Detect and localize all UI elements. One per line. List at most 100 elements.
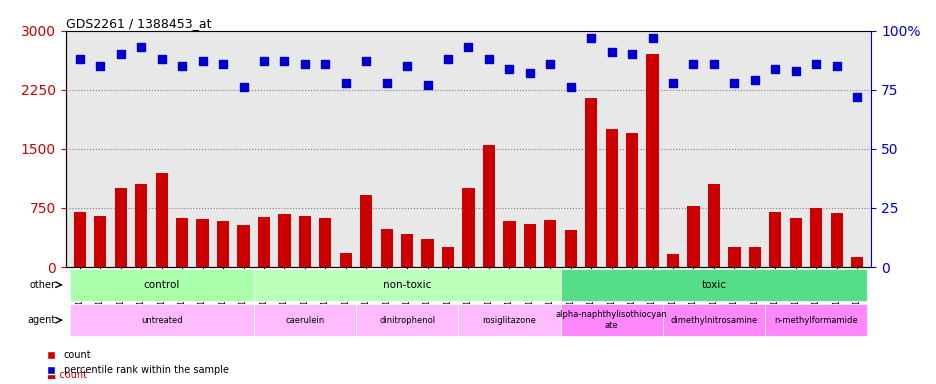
Text: control: control — [143, 280, 180, 290]
Point — [542, 61, 557, 67]
Bar — [319, 218, 331, 267]
Bar — [461, 188, 475, 267]
Text: other: other — [29, 280, 55, 290]
Bar — [687, 206, 699, 267]
Point — [338, 79, 353, 86]
Point — [665, 79, 680, 86]
Point — [256, 58, 271, 65]
Point — [134, 44, 149, 50]
Text: agent: agent — [27, 315, 55, 325]
Bar — [380, 229, 392, 267]
Point — [767, 65, 782, 71]
Point — [93, 63, 108, 69]
Bar — [789, 218, 801, 267]
Text: toxic: toxic — [701, 280, 725, 290]
Text: alpha-naphthylisothiocyan
ate: alpha-naphthylisothiocyan ate — [555, 311, 666, 330]
Text: rosiglitazone: rosiglitazone — [482, 316, 535, 325]
FancyBboxPatch shape — [560, 269, 867, 301]
Legend: count, percentile rank within the sample: count, percentile rank within the sample — [42, 346, 232, 379]
Bar — [523, 224, 535, 267]
Text: non-toxic: non-toxic — [383, 280, 431, 290]
Point — [583, 35, 598, 41]
FancyBboxPatch shape — [69, 269, 254, 301]
Bar — [339, 253, 352, 267]
FancyBboxPatch shape — [254, 304, 356, 336]
Text: caerulein: caerulein — [285, 316, 324, 325]
Bar — [74, 212, 86, 267]
Bar — [748, 247, 760, 267]
Point — [113, 51, 128, 58]
Bar — [442, 247, 454, 267]
Point — [419, 82, 434, 88]
FancyBboxPatch shape — [356, 304, 458, 336]
Point — [358, 58, 373, 65]
Bar — [114, 188, 126, 267]
Point — [808, 61, 823, 67]
Bar — [503, 220, 515, 267]
Point — [706, 61, 721, 67]
Point — [685, 61, 700, 67]
Bar — [155, 172, 168, 267]
Bar — [564, 230, 577, 267]
Bar — [666, 254, 679, 267]
Point — [502, 65, 517, 71]
FancyBboxPatch shape — [560, 304, 662, 336]
Bar — [176, 218, 188, 267]
Point — [297, 61, 312, 67]
Point — [726, 79, 741, 86]
Point — [215, 61, 230, 67]
Bar — [829, 214, 841, 267]
Point — [828, 63, 843, 69]
Point — [521, 70, 536, 76]
Text: dimethylnitrosamine: dimethylnitrosamine — [669, 316, 756, 325]
Point — [644, 35, 659, 41]
Bar — [237, 225, 249, 267]
Point — [849, 94, 864, 100]
Bar — [257, 217, 270, 267]
Bar — [605, 129, 617, 267]
FancyBboxPatch shape — [662, 304, 764, 336]
Bar — [482, 145, 494, 267]
Bar — [584, 98, 597, 267]
Bar — [217, 220, 229, 267]
FancyBboxPatch shape — [764, 304, 867, 336]
Point — [195, 58, 210, 65]
Bar — [646, 55, 658, 267]
Point — [379, 79, 394, 86]
Text: GDS2261 / 1388453_at: GDS2261 / 1388453_at — [66, 17, 211, 30]
FancyBboxPatch shape — [458, 304, 560, 336]
Text: dinitrophenol: dinitrophenol — [379, 316, 434, 325]
Point — [563, 84, 578, 91]
Bar — [299, 216, 311, 267]
Bar — [421, 239, 433, 267]
Bar — [625, 133, 637, 267]
Point — [72, 56, 87, 62]
Point — [604, 49, 619, 55]
Bar — [707, 184, 719, 267]
Bar — [278, 214, 290, 267]
Bar — [197, 219, 209, 267]
Bar — [768, 212, 781, 267]
Point — [317, 61, 332, 67]
Point — [440, 56, 455, 62]
Bar — [401, 234, 413, 267]
Bar — [850, 257, 862, 267]
Point — [481, 56, 496, 62]
Text: n-methylformamide: n-methylformamide — [773, 316, 857, 325]
Text: ■ count: ■ count — [47, 370, 87, 380]
Point — [461, 44, 475, 50]
Bar — [544, 220, 556, 267]
Point — [277, 58, 292, 65]
Bar — [95, 216, 107, 267]
Text: untreated: untreated — [140, 316, 183, 325]
FancyBboxPatch shape — [254, 269, 560, 301]
Bar — [135, 184, 147, 267]
Point — [787, 68, 802, 74]
FancyBboxPatch shape — [69, 304, 254, 336]
Bar — [359, 195, 372, 267]
Bar — [727, 247, 739, 267]
Point — [624, 51, 639, 58]
Point — [154, 56, 169, 62]
Bar — [810, 208, 822, 267]
Point — [236, 84, 251, 91]
